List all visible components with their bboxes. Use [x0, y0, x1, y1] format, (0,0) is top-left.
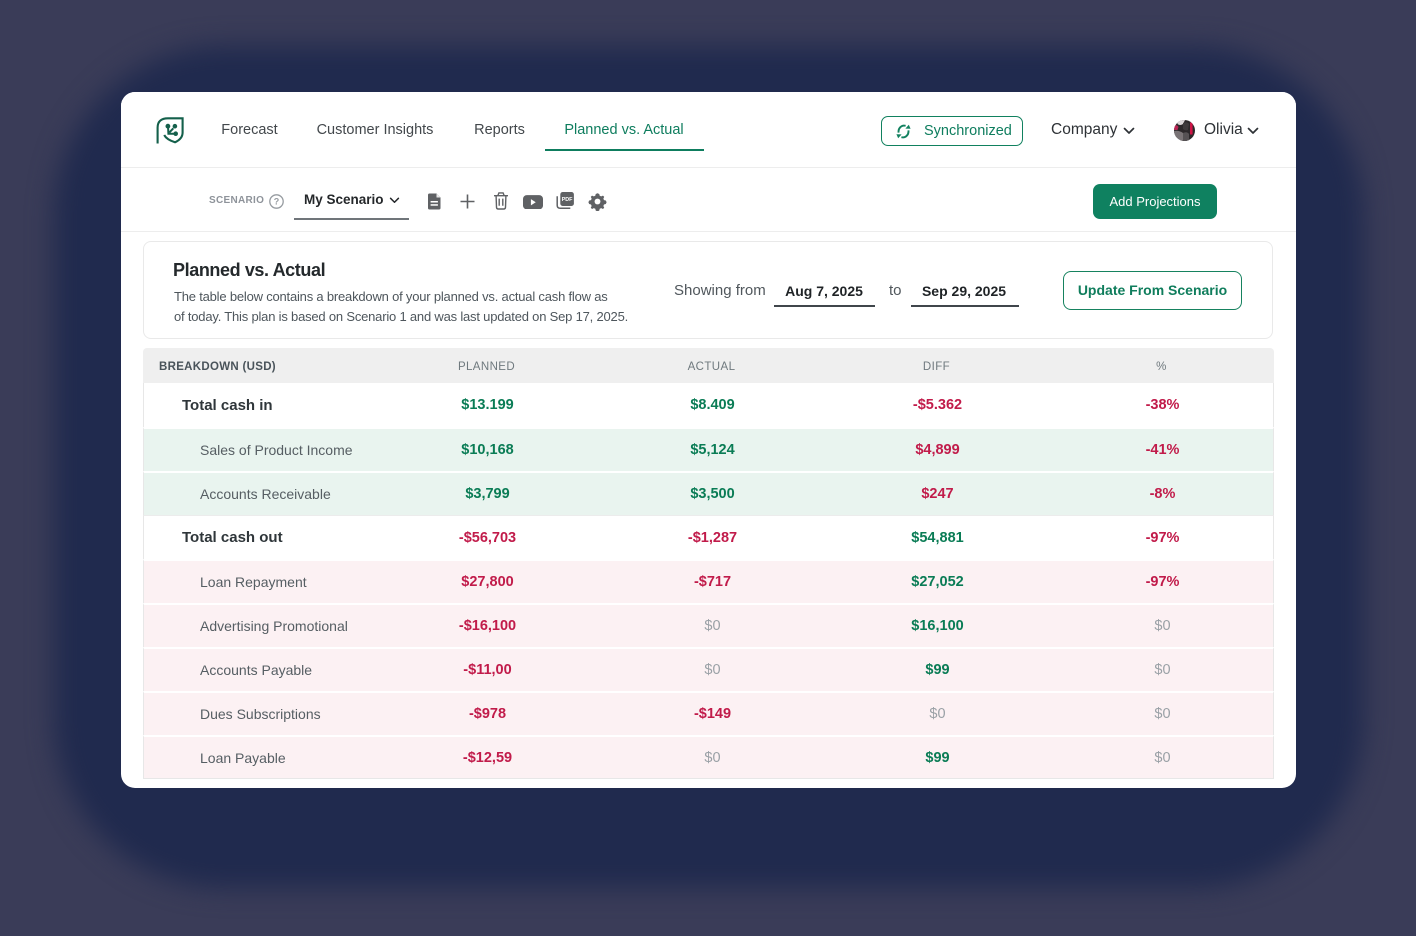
svg-text:PDF: PDF	[562, 197, 573, 203]
svg-text:?: ?	[274, 197, 280, 207]
